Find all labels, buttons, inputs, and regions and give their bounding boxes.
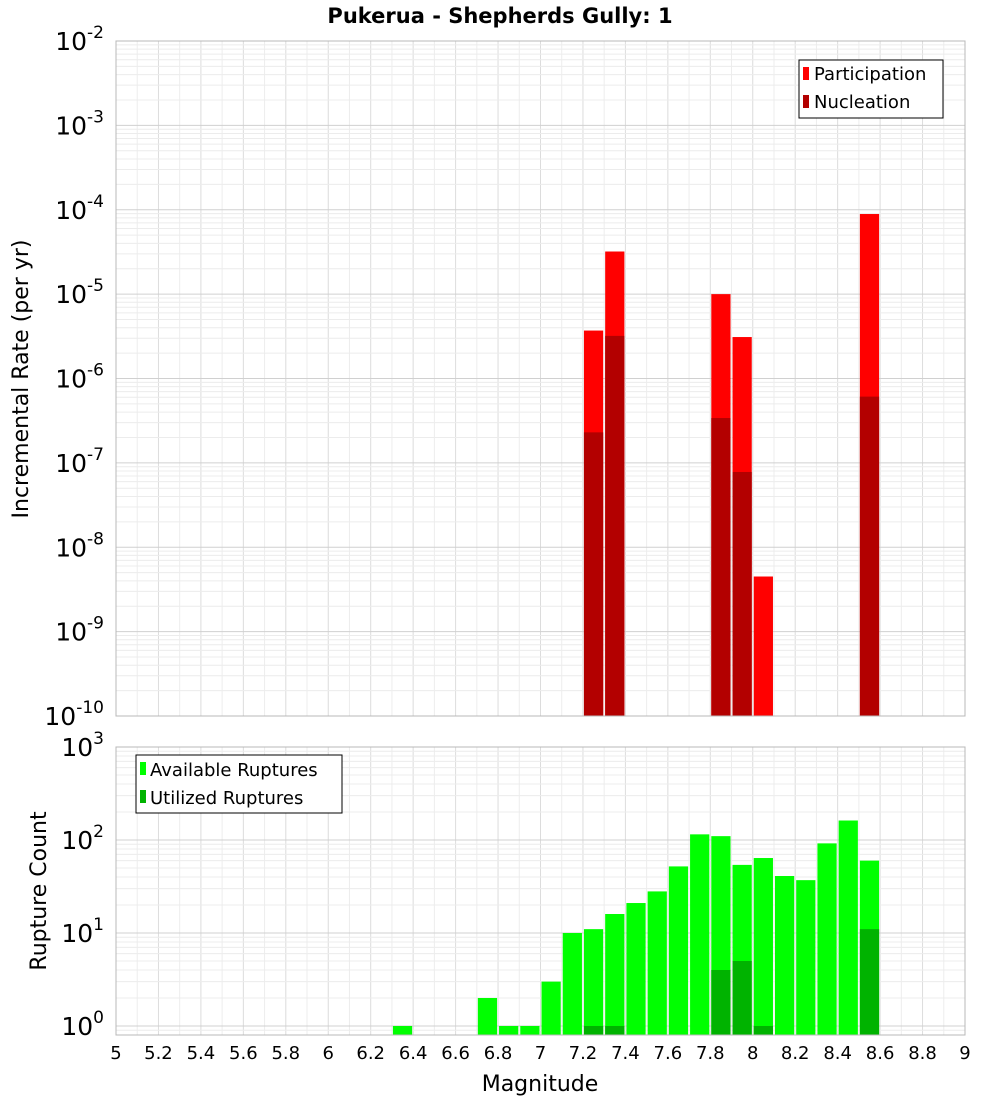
available-ruptures-bar xyxy=(605,914,625,1035)
nucleation-bar xyxy=(711,418,731,716)
rupture-count-panel: 103 102 101 100 5 5.2 5.4 5.6 5.8 6 6.2 6.4 6.6 6.8 7… xyxy=(27,729,971,1097)
available-ruptures-bar xyxy=(392,1025,413,1035)
y-tick-label: 100 xyxy=(61,1008,104,1041)
available-ruptures-bar xyxy=(499,1025,519,1035)
nucleation-legend-swatch xyxy=(803,95,809,108)
nucleation-bar xyxy=(583,432,604,716)
x-tick-label: 5.4 xyxy=(187,1043,216,1064)
nucleation-bar xyxy=(732,471,752,716)
x-tick-label: 5.2 xyxy=(144,1043,173,1064)
bottom-plot-frame xyxy=(115,746,966,1036)
x-tick-label: 7.2 xyxy=(569,1043,598,1064)
x-tick-label: 7 xyxy=(535,1043,546,1064)
available-ruptures-bar xyxy=(477,997,498,1035)
available-ruptures-bar xyxy=(838,820,858,1035)
bottom-legend: Available Ruptures Utilized Ruptures xyxy=(135,754,343,814)
available-ruptures-bar xyxy=(690,834,710,1035)
utilized-ruptures-bar xyxy=(583,1025,604,1035)
x-tick-label: 6.6 xyxy=(441,1043,470,1064)
x-tick-label: 6.8 xyxy=(484,1043,513,1064)
bottom-y-tick-labels: 103 102 101 100 xyxy=(61,729,104,1041)
nucleation-bar xyxy=(605,335,625,716)
y-tick-label: 10-2 xyxy=(55,23,104,56)
x-tick-label: 8.6 xyxy=(866,1043,895,1064)
utilized-ruptures-bar xyxy=(753,1025,773,1035)
available-ruptures-bar xyxy=(668,866,689,1035)
x-tick-label: 8.4 xyxy=(823,1043,852,1064)
y-tick-label: 10-10 xyxy=(44,698,104,731)
nucleation-legend-label: Nucleation xyxy=(814,92,910,113)
available-ruptures-bar xyxy=(774,876,795,1035)
utilized-ruptures-bar xyxy=(605,1025,625,1035)
available-ruptures-legend-label: Available Ruptures xyxy=(150,760,318,781)
bottom-y-axis-label: Rupture Count xyxy=(27,811,52,971)
x-tick-labels: 5 5.2 5.4 5.6 5.8 6 6.2 6.4 6.6 6.8 7 7.2 7.4 7.6 7.8 8… xyxy=(110,1043,970,1064)
utilized-ruptures-bar xyxy=(732,960,752,1035)
available-ruptures-bar xyxy=(796,880,816,1035)
available-ruptures-bar xyxy=(817,843,837,1035)
top-grid xyxy=(115,40,966,717)
available-ruptures-bar xyxy=(541,981,561,1035)
x-tick-label: 8.2 xyxy=(781,1043,810,1064)
top-y-tick-labels: 10-2 10-3 10-4 10-5 10-6 10-7 10-8 10-9 10-10 xyxy=(44,23,104,731)
top-legend-box xyxy=(798,59,944,119)
participation-legend-swatch xyxy=(803,67,809,80)
y-tick-label: 10-5 xyxy=(55,276,104,309)
utilized-ruptures-legend-label: Utilized Ruptures xyxy=(150,788,303,809)
bottom-legend-box xyxy=(135,754,343,814)
available-ruptures-bar xyxy=(583,929,604,1035)
x-tick-label: 6.2 xyxy=(356,1043,385,1064)
x-tick-label: 5 xyxy=(110,1043,121,1064)
incremental-rate-panel: 10-2 10-3 10-4 10-5 10-6 10-7 10-8 10-9 10-10 In… xyxy=(9,23,966,731)
x-axis-label: Magnitude xyxy=(482,1072,599,1097)
participation-bar xyxy=(753,576,773,716)
x-tick-label: 9 xyxy=(959,1043,970,1064)
top-legend: Participation Nucleation xyxy=(798,59,944,119)
top-y-axis-label: Incremental Rate (per yr) xyxy=(9,240,34,519)
top-plot-frame xyxy=(115,40,966,717)
available-ruptures-legend-swatch xyxy=(140,762,146,775)
y-tick-label: 103 xyxy=(61,729,104,762)
x-tick-label: 8 xyxy=(747,1043,758,1064)
y-tick-label: 102 xyxy=(61,822,104,855)
x-tick-label: 7.6 xyxy=(654,1043,683,1064)
utilized-ruptures-bar xyxy=(711,969,731,1035)
x-tick-label: 7.4 xyxy=(611,1043,640,1064)
y-tick-label: 10-9 xyxy=(55,614,104,647)
available-ruptures-bar xyxy=(647,891,667,1035)
y-tick-label: 10-6 xyxy=(55,361,104,394)
y-tick-label: 101 xyxy=(61,915,104,948)
x-tick-label: 6 xyxy=(323,1043,334,1064)
utilized-ruptures-bar xyxy=(859,929,880,1035)
y-tick-label: 10-8 xyxy=(55,529,104,562)
x-tick-label: 5.8 xyxy=(271,1043,300,1064)
x-tick-label: 5.6 xyxy=(229,1043,258,1064)
utilized-ruptures-legend-swatch xyxy=(140,790,146,803)
available-ruptures-bar xyxy=(626,903,646,1035)
participation-legend-label: Participation xyxy=(814,64,926,85)
available-ruptures-bar xyxy=(520,1025,540,1035)
available-ruptures-bar xyxy=(562,932,582,1035)
available-ruptures-bar xyxy=(753,858,773,1035)
x-tick-label: 7.8 xyxy=(696,1043,725,1064)
nucleation-bar xyxy=(859,396,880,716)
bottom-bars xyxy=(392,820,880,1035)
x-tick-label: 8.8 xyxy=(908,1043,937,1064)
x-tick-label: 6.4 xyxy=(399,1043,428,1064)
chart-title: Pukerua - Shepherds Gully: 1 xyxy=(327,4,672,28)
y-tick-label: 10-7 xyxy=(55,445,104,478)
y-tick-label: 10-4 xyxy=(55,192,104,225)
y-tick-label: 10-3 xyxy=(55,107,104,140)
top-bars xyxy=(583,214,880,717)
